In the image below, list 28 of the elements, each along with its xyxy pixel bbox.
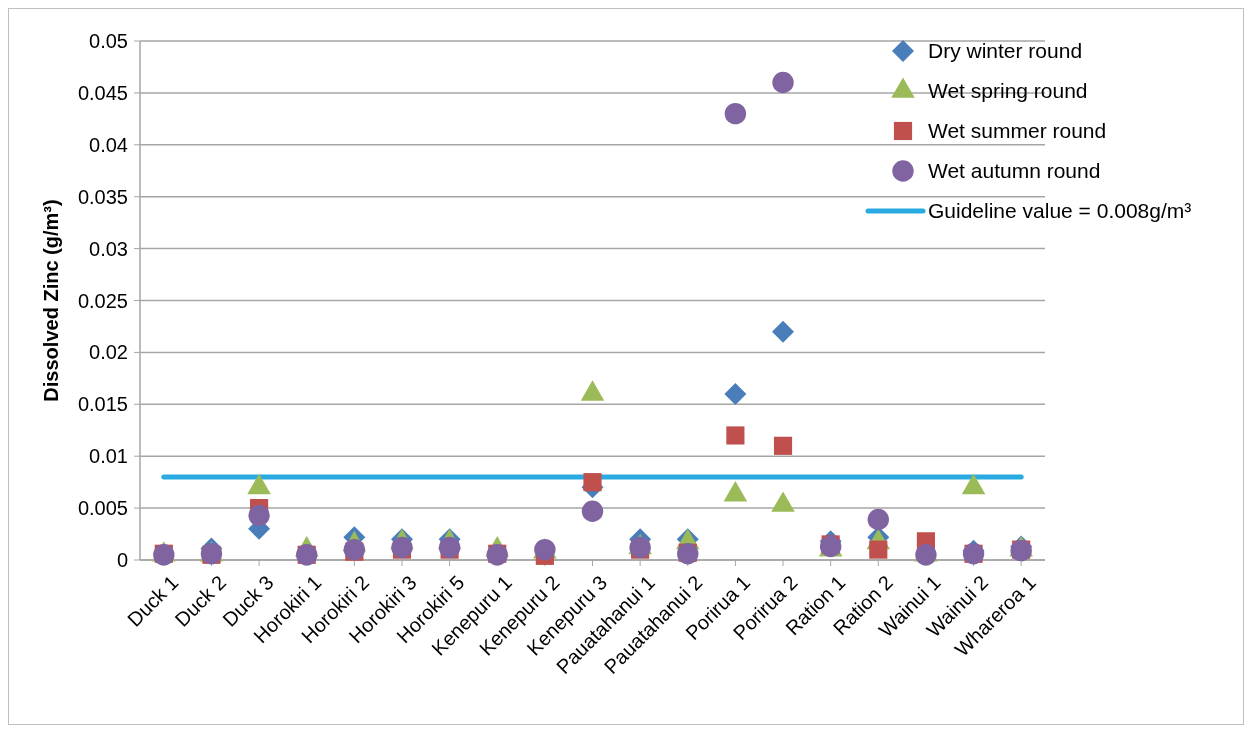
legend-label: Guideline value = 0.008g/m³ (928, 199, 1192, 223)
y-tick-label: 0 (116, 549, 128, 571)
point (726, 426, 745, 445)
point (248, 504, 270, 527)
y-tick-label: 0.05 (89, 30, 128, 52)
point (915, 544, 937, 566)
legend-label: Wet spring round (928, 79, 1088, 103)
legend-label: Dry winter round (928, 39, 1083, 63)
point (581, 500, 604, 522)
y-tick-label: 0.005 (77, 497, 128, 520)
y-tick-label: 0.045 (77, 81, 128, 104)
point (724, 102, 747, 125)
y-tick-label: 0.02 (89, 341, 128, 364)
legend-label: Wet summer round (928, 119, 1107, 143)
point (772, 320, 795, 343)
legend-label: Wet autumn round (928, 159, 1101, 183)
point (867, 508, 889, 531)
point (772, 71, 794, 94)
point (724, 382, 747, 405)
y-tick-label: 0.035 (77, 185, 128, 208)
y-tick-label: 0.025 (77, 289, 128, 312)
point (773, 436, 793, 455)
y-tick-label: 0.015 (77, 393, 128, 416)
y-tick-label: 0.03 (89, 237, 128, 260)
y-tick-label: 0.01 (89, 445, 128, 468)
y-tick-label: 0.04 (89, 133, 128, 156)
point (583, 473, 602, 492)
y-axis-title: Dissolved Zinc (g/m³) (40, 199, 62, 402)
